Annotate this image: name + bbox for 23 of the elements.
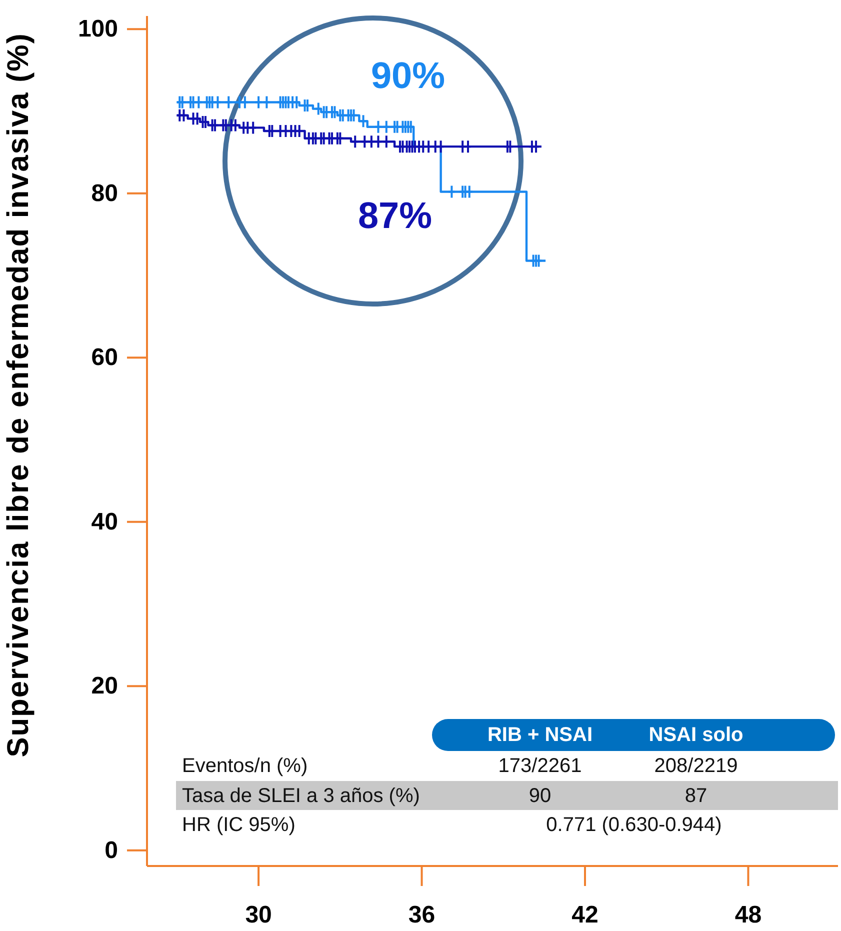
y-tick-label: 40: [91, 508, 118, 536]
annotation: RIB + NSAI: [487, 724, 593, 746]
y-tick-label: 0: [104, 836, 118, 864]
series-label: 90%: [370, 54, 446, 96]
x-tick-label: 30: [245, 902, 272, 928]
x-tick-label: 36: [408, 902, 436, 928]
annotation: 0.771 (0.630-0.944): [546, 814, 722, 836]
x-tick-label: 48: [734, 902, 762, 928]
annotation: Eventos/n (%): [182, 755, 308, 777]
annotation: 208/2219: [654, 755, 738, 777]
y-tick-label: 60: [91, 344, 118, 372]
y-tick-label: 100: [78, 16, 118, 43]
annotation: 87: [684, 785, 708, 807]
y-tick-label: 20: [91, 672, 118, 700]
y-axis-title: Supervivencia libre de enfermedad invasiva (%): [2, 32, 35, 758]
annotation: 90: [528, 785, 552, 807]
series-label: 87%: [358, 194, 432, 236]
annotation: Tasa de SLEI a 3 años (%): [182, 785, 420, 807]
y-tick-label: 80: [91, 180, 118, 207]
annotation: HR (IC 95%): [182, 814, 296, 836]
x-tick-label: 42: [572, 902, 598, 928]
annotation: NSAI solo: [648, 724, 744, 746]
annotation: 173/2261: [498, 755, 582, 777]
